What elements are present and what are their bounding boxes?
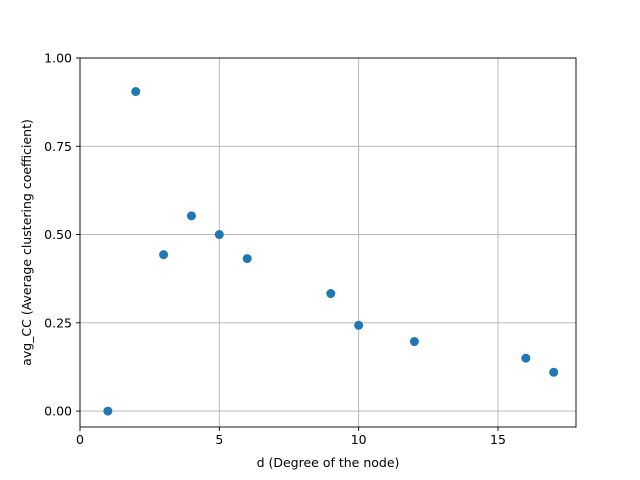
y-tick-label: 1.00: [44, 51, 72, 66]
data-point: [186, 211, 196, 221]
x-tick-label: 15: [490, 432, 506, 447]
data-point: [159, 250, 169, 260]
y-axis-label: avg_CC (Average clustering coefficient): [19, 119, 34, 366]
data-point: [409, 337, 419, 347]
data-point: [242, 254, 252, 264]
y-tick-label: 0.00: [44, 404, 72, 419]
x-tick-label: 10: [351, 432, 367, 447]
data-point: [521, 353, 531, 363]
data-point: [131, 87, 141, 97]
y-tick-label: 0.75: [44, 139, 72, 154]
y-tick-label: 0.25: [44, 315, 72, 330]
x-axis-label: d (Degree of the node): [257, 455, 400, 470]
x-tick-label: 5: [215, 432, 223, 447]
data-point: [326, 289, 336, 299]
data-point: [103, 406, 113, 416]
y-axis-ticks: 0.00 0.25 0.50 0.75 1.00: [44, 51, 80, 419]
data-points: [103, 87, 559, 416]
data-point: [214, 230, 224, 240]
x-tick-label: 0: [76, 432, 84, 447]
plot-frame: [79, 57, 577, 428]
data-point: [549, 367, 559, 377]
y-tick-label: 0.50: [44, 227, 72, 242]
data-point: [354, 320, 364, 330]
x-axis-ticks: 0 5 10 15: [76, 427, 506, 447]
